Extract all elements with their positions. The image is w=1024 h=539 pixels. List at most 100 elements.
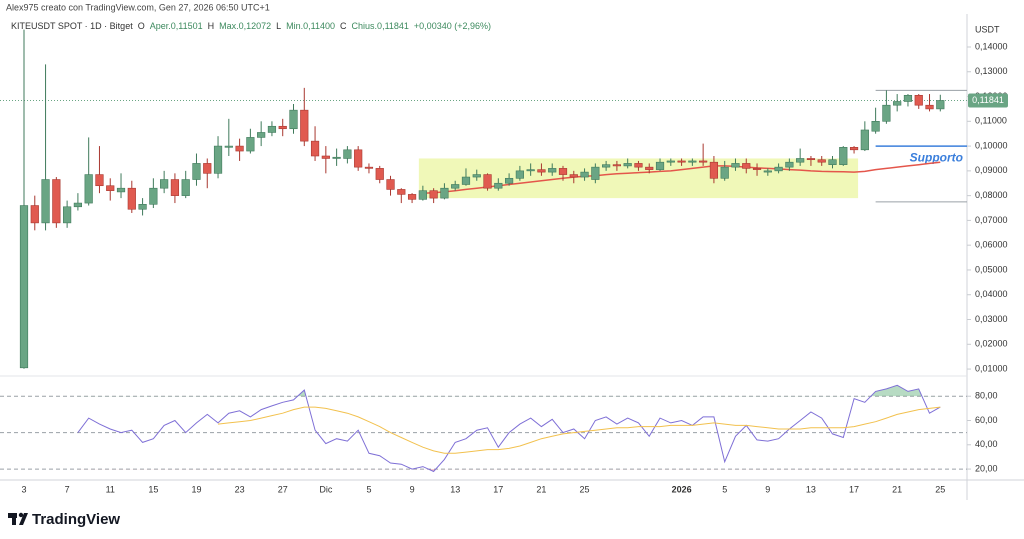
x-tick-label: 7 xyxy=(65,484,70,494)
x-tick-label: 13 xyxy=(450,484,460,494)
price-tick-label: 0,03000 xyxy=(975,314,1008,324)
field-value: Max.0,12072 xyxy=(219,21,271,31)
rsi-tick-label: 60,00 xyxy=(975,415,998,425)
candle-body xyxy=(375,168,384,180)
candle-body xyxy=(257,132,266,138)
candle-body xyxy=(203,163,212,174)
x-tick-label: 15 xyxy=(148,484,158,494)
x-tick-label: 21 xyxy=(892,484,902,494)
last-price-label: 0,11841 xyxy=(972,95,1004,105)
candle-body xyxy=(364,166,374,169)
candle-body xyxy=(95,174,104,187)
field-value: Chius.0,11841 xyxy=(352,21,409,31)
candle-body xyxy=(267,125,277,133)
candle-body xyxy=(63,206,72,224)
x-tick-label: 17 xyxy=(849,484,859,494)
candle-body xyxy=(752,168,762,170)
candle-body xyxy=(52,179,61,224)
price-tick-label: 0,14000 xyxy=(975,41,1008,51)
price-tick-label: 0,01000 xyxy=(975,363,1008,373)
candle-body xyxy=(116,187,126,193)
candle-body xyxy=(893,101,902,106)
price-tick-label: 0,13000 xyxy=(975,66,1008,76)
candle-body xyxy=(569,174,578,178)
support-label: Supporto xyxy=(910,150,963,164)
candle-body xyxy=(170,179,180,196)
candle-body xyxy=(84,174,93,204)
candle-body xyxy=(849,147,859,151)
candle-body xyxy=(839,147,848,165)
price-tick-label: 0,06000 xyxy=(975,240,1008,250)
field-key: L xyxy=(276,21,281,31)
candle-body xyxy=(494,182,503,189)
candle-body xyxy=(731,163,740,168)
candle-body xyxy=(634,163,643,168)
brand: TradingView xyxy=(32,511,120,528)
x-tick-label: 5 xyxy=(366,484,371,494)
candle-body xyxy=(181,179,190,196)
x-tick-label: 19 xyxy=(191,484,201,494)
candle-body xyxy=(806,158,816,161)
candle-body xyxy=(246,137,255,152)
price-tick-label: 0,11000 xyxy=(975,116,1007,126)
candle-body xyxy=(160,179,169,189)
price-tick-label: 0,09000 xyxy=(975,165,1008,175)
candle-body xyxy=(354,149,363,168)
rsi-tick-label: 20,00 xyxy=(975,463,998,473)
x-tick-label: 9 xyxy=(410,484,415,494)
price-tick-label: 0,08000 xyxy=(975,190,1008,200)
candle-body xyxy=(537,169,546,173)
candle-body xyxy=(386,179,395,190)
rsi-line xyxy=(77,384,941,473)
candle-body xyxy=(558,168,568,175)
field-key: C xyxy=(340,21,347,31)
x-tick-label: 9 xyxy=(765,484,770,494)
candle-body xyxy=(30,205,39,224)
x-tick-label: 25 xyxy=(580,484,590,494)
candle-body xyxy=(343,149,352,159)
x-tick-label: Dic xyxy=(319,484,332,494)
rsi-tick-label: 40,00 xyxy=(975,439,998,449)
candle-body xyxy=(407,194,417,200)
candle-body xyxy=(73,202,82,208)
candle-body xyxy=(612,164,621,167)
candle-body xyxy=(655,161,665,170)
x-tick-label: 11 xyxy=(106,484,115,494)
candle-body xyxy=(526,169,535,172)
candle-body xyxy=(300,109,309,142)
candle-body xyxy=(860,129,869,151)
candle-body xyxy=(451,184,460,189)
candle-body xyxy=(817,159,826,163)
candle-body xyxy=(677,160,686,163)
logo-mark xyxy=(19,513,28,525)
candle-body xyxy=(310,140,320,157)
price-tick-label: 0,05000 xyxy=(975,264,1008,274)
candle-body xyxy=(321,155,330,159)
price-tick-label: 0,02000 xyxy=(975,339,1008,349)
x-tick-label: 21 xyxy=(536,484,546,494)
x-tick-label: 2026 xyxy=(672,484,692,494)
currency: USDT xyxy=(975,24,1000,34)
candle-body xyxy=(429,190,438,199)
candle-body xyxy=(332,156,341,159)
x-tick-label: 23 xyxy=(235,484,245,494)
change: +0,00340 (+2,96%) xyxy=(414,21,491,31)
candle-body xyxy=(763,170,772,173)
candle-body xyxy=(720,166,729,179)
rsi-tick-label: 80,00 xyxy=(975,391,998,401)
candle-body xyxy=(235,145,244,152)
candle-body xyxy=(138,204,147,210)
candle-body xyxy=(149,187,158,205)
candle-body xyxy=(472,174,481,178)
x-tick-label: 5 xyxy=(722,484,727,494)
candle-body xyxy=(213,145,223,174)
x-tick-label: 3 xyxy=(21,484,26,494)
last-price-box xyxy=(968,93,1008,108)
price-tick-label: 0,07000 xyxy=(975,215,1008,225)
candle-body xyxy=(41,179,50,224)
candle-body xyxy=(871,121,880,132)
candle-body xyxy=(785,161,794,168)
candle-body xyxy=(688,160,697,163)
candle-body xyxy=(278,125,287,130)
